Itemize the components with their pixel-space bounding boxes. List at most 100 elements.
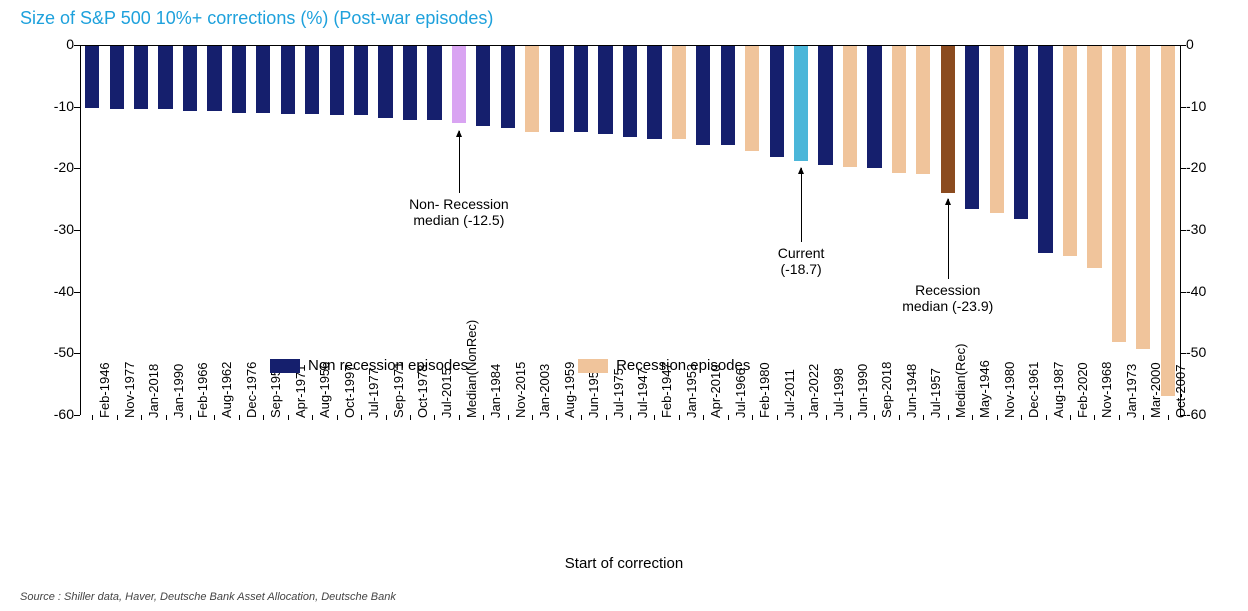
y-tick-mark — [74, 353, 80, 354]
chart-title: Size of S&P 500 10%+ corrections (%) (Po… — [20, 8, 493, 29]
x-tick-mark — [508, 415, 509, 420]
y-tick-mark — [74, 168, 80, 169]
bar — [916, 46, 930, 174]
x-tick-mark — [899, 415, 900, 420]
x-tick-mark — [361, 415, 362, 420]
x-tick-label: Oct-2007 — [1173, 365, 1188, 418]
x-tick-mark — [117, 415, 118, 420]
x-tick-mark — [581, 415, 582, 420]
y-tick-mark — [74, 45, 80, 46]
y-tick-label-left: -40 — [40, 283, 74, 299]
bar — [598, 46, 612, 134]
x-tick-mark — [826, 415, 827, 420]
bar — [281, 46, 295, 114]
bar — [1087, 46, 1101, 268]
x-tick-label: Feb-1946 — [97, 362, 112, 418]
legend-label: Recession episodes — [616, 357, 750, 374]
x-tick-mark — [679, 415, 680, 420]
x-tick-mark — [606, 415, 607, 420]
y-tick-label-right: -20 — [1186, 159, 1220, 175]
bar — [501, 46, 515, 128]
x-tick-label: Jul-1977 — [366, 368, 381, 418]
x-tick-mark — [312, 415, 313, 420]
bar — [110, 46, 124, 109]
x-axis-title: Start of correction — [0, 555, 1248, 572]
y-tick-mark — [74, 230, 80, 231]
x-tick-mark — [728, 415, 729, 420]
annotation-arrow — [948, 199, 949, 279]
x-tick-mark — [752, 415, 753, 420]
x-tick-mark — [874, 415, 875, 420]
x-tick-label: Sep-2018 — [879, 362, 894, 418]
bar — [452, 46, 466, 123]
x-tick-mark — [386, 415, 387, 420]
x-tick-mark — [1021, 415, 1022, 420]
bar — [525, 46, 539, 132]
bar — [990, 46, 1004, 213]
bar — [1038, 46, 1052, 253]
bar — [1136, 46, 1150, 349]
legend: Non recession episodes Recession episode… — [270, 357, 750, 374]
chart-container: Size of S&P 500 10%+ corrections (%) (Po… — [0, 0, 1248, 611]
x-tick-mark — [1143, 415, 1144, 420]
bar — [672, 46, 686, 139]
annotation-arrow — [459, 131, 460, 193]
x-tick-label: Mar-2000 — [1148, 362, 1163, 418]
x-tick-label: Jan-2018 — [146, 364, 161, 418]
bar — [1161, 46, 1175, 396]
x-tick-mark — [997, 415, 998, 420]
x-tick-label: Dec-1976 — [244, 362, 259, 418]
x-tick-label: Jul-1957 — [928, 368, 943, 418]
bar — [623, 46, 637, 137]
bar — [158, 46, 172, 109]
x-tick-mark — [850, 415, 851, 420]
annotation-text: Recessionmedian (-23.9) — [888, 282, 1008, 314]
y-tick-label-left: -50 — [40, 344, 74, 360]
bar — [427, 46, 441, 120]
bar — [867, 46, 881, 168]
y-tick-mark — [74, 107, 80, 108]
x-tick-mark — [1119, 415, 1120, 420]
y-tick-label-right: -60 — [1186, 406, 1220, 422]
x-tick-mark — [263, 415, 264, 420]
x-tick-label: Jul-1947 — [635, 368, 650, 418]
x-tick-mark — [1094, 415, 1095, 420]
legend-swatch-non-recession — [270, 359, 300, 373]
x-tick-mark — [483, 415, 484, 420]
bar — [770, 46, 784, 157]
y-tick-label-left: 0 — [40, 36, 74, 52]
x-tick-mark — [972, 415, 973, 420]
x-tick-label: Feb-2020 — [1075, 362, 1090, 418]
y-tick-mark — [1180, 107, 1186, 108]
y-tick-mark — [74, 415, 80, 416]
bar — [818, 46, 832, 165]
x-tick-mark — [948, 415, 949, 420]
x-tick-mark — [703, 415, 704, 420]
bar — [330, 46, 344, 115]
x-tick-label: Jul-1975 — [611, 368, 626, 418]
x-tick-mark — [1070, 415, 1071, 420]
annotation-text: Current(-18.7) — [741, 245, 861, 277]
x-tick-label: May-1946 — [977, 360, 992, 418]
bar — [794, 46, 808, 161]
x-tick-mark — [410, 415, 411, 420]
x-tick-mark — [92, 415, 93, 420]
annotation-text: Non- Recessionmedian (-12.5) — [399, 196, 519, 228]
y-tick-mark — [1180, 230, 1186, 231]
bar — [745, 46, 759, 151]
x-tick-mark — [630, 415, 631, 420]
y-tick-label-right: -10 — [1186, 98, 1220, 114]
y-tick-label-left: -10 — [40, 98, 74, 114]
bar — [696, 46, 710, 145]
y-tick-label-right: -40 — [1186, 283, 1220, 299]
x-tick-label: Nov-1977 — [122, 362, 137, 418]
x-tick-label: Jul-2015 — [439, 368, 454, 418]
bar — [85, 46, 99, 108]
x-tick-label: Jan-1973 — [1124, 364, 1139, 418]
bar — [378, 46, 392, 118]
x-tick-mark — [190, 415, 191, 420]
y-tick-mark — [74, 292, 80, 293]
y-tick-label-left: -60 — [40, 406, 74, 422]
x-tick-mark — [923, 415, 924, 420]
bar — [1112, 46, 1126, 342]
